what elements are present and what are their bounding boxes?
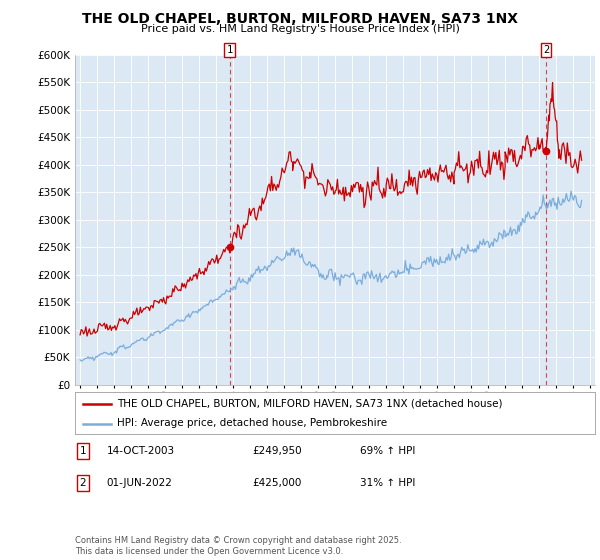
Text: 2: 2 bbox=[79, 478, 86, 488]
Text: 1: 1 bbox=[79, 446, 86, 456]
Text: 69% ↑ HPI: 69% ↑ HPI bbox=[360, 446, 415, 456]
Text: £249,950: £249,950 bbox=[252, 446, 302, 456]
Text: 1: 1 bbox=[226, 45, 233, 55]
Text: 14-OCT-2003: 14-OCT-2003 bbox=[107, 446, 175, 456]
Text: Contains HM Land Registry data © Crown copyright and database right 2025.
This d: Contains HM Land Registry data © Crown c… bbox=[75, 536, 401, 556]
Text: 31% ↑ HPI: 31% ↑ HPI bbox=[360, 478, 415, 488]
Text: THE OLD CHAPEL, BURTON, MILFORD HAVEN, SA73 1NX: THE OLD CHAPEL, BURTON, MILFORD HAVEN, S… bbox=[82, 12, 518, 26]
Text: THE OLD CHAPEL, BURTON, MILFORD HAVEN, SA73 1NX (detached house): THE OLD CHAPEL, BURTON, MILFORD HAVEN, S… bbox=[116, 399, 502, 409]
Text: 2: 2 bbox=[543, 45, 550, 55]
Text: Price paid vs. HM Land Registry's House Price Index (HPI): Price paid vs. HM Land Registry's House … bbox=[140, 24, 460, 34]
Text: £425,000: £425,000 bbox=[252, 478, 301, 488]
Text: HPI: Average price, detached house, Pembrokeshire: HPI: Average price, detached house, Pemb… bbox=[116, 418, 387, 428]
Text: 01-JUN-2022: 01-JUN-2022 bbox=[107, 478, 173, 488]
